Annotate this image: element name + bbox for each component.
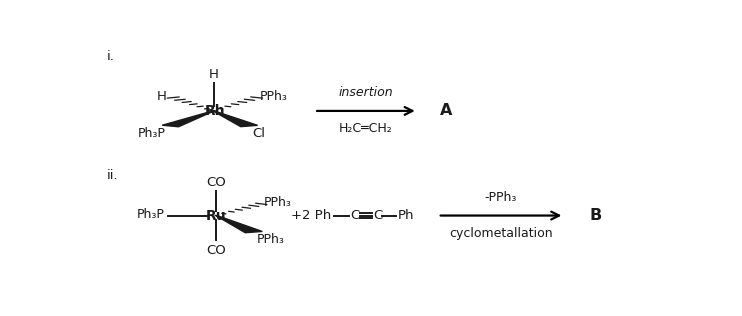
Text: CO: CO xyxy=(206,176,226,189)
Text: -PPh₃: -PPh₃ xyxy=(485,191,517,204)
Text: C: C xyxy=(372,209,382,222)
Text: Rh: Rh xyxy=(204,104,225,118)
Text: Ph₃P: Ph₃P xyxy=(138,127,165,140)
Text: cyclometallation: cyclometallation xyxy=(449,227,553,240)
Text: H: H xyxy=(157,90,166,103)
Text: Cl: Cl xyxy=(252,127,265,140)
Text: PPh₃: PPh₃ xyxy=(257,233,285,246)
Text: +2 Ph: +2 Ph xyxy=(291,209,332,222)
Text: insertion: insertion xyxy=(338,86,393,99)
Text: Ph₃P: Ph₃P xyxy=(137,208,165,221)
Polygon shape xyxy=(216,216,262,233)
Polygon shape xyxy=(162,111,214,127)
Text: C: C xyxy=(350,209,360,222)
Text: A: A xyxy=(440,103,453,118)
Text: Ru: Ru xyxy=(206,209,227,222)
Text: H₂C═CH₂: H₂C═CH₂ xyxy=(339,122,393,135)
Text: i.: i. xyxy=(107,50,115,63)
Text: PPh₃: PPh₃ xyxy=(260,90,287,103)
Text: B: B xyxy=(590,208,602,223)
Text: Ph: Ph xyxy=(398,209,415,222)
Text: H: H xyxy=(209,68,218,81)
Text: PPh₃: PPh₃ xyxy=(264,196,292,209)
Polygon shape xyxy=(213,111,257,127)
Text: ii.: ii. xyxy=(107,169,119,182)
Text: CO: CO xyxy=(206,244,226,257)
